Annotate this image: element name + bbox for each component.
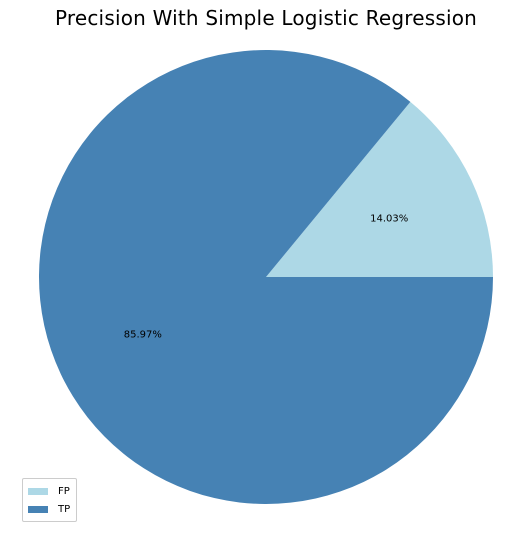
pie-label-tp: 85.97% bbox=[124, 330, 162, 341]
legend-item-fp: FP bbox=[28, 482, 70, 500]
pie-slice-fp bbox=[266, 101, 493, 277]
chart-title: Precision With Simple Logistic Regressio… bbox=[54, 6, 478, 30]
legend-item-tp: TP bbox=[28, 500, 70, 518]
pie-slice-tp bbox=[39, 50, 494, 504]
legend-label-fp: FP bbox=[58, 485, 70, 497]
legend: FP TP bbox=[22, 478, 78, 522]
pie-slices bbox=[39, 50, 494, 504]
legend-swatch-tp bbox=[28, 505, 48, 513]
legend-swatch-fp bbox=[28, 487, 48, 495]
pie-label-fp: 14.03% bbox=[370, 213, 408, 224]
pie-slice-labels: 14.03% 85.97% bbox=[124, 213, 409, 340]
legend-label-tp: TP bbox=[58, 503, 71, 515]
